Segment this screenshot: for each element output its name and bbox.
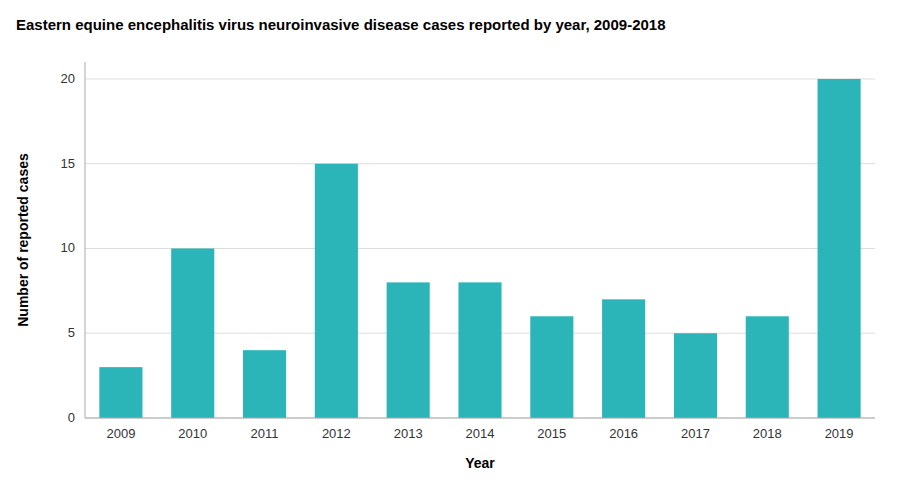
x-tick-label: 2011: [251, 426, 279, 441]
y-tick-label: 20: [61, 71, 75, 86]
x-tick-label: 2015: [537, 426, 566, 441]
x-tick-label: 2017: [681, 426, 710, 441]
grid-line: [85, 163, 875, 164]
bar: [818, 79, 861, 418]
x-tick-label: 2012: [322, 426, 351, 441]
bar: [171, 248, 214, 418]
y-tick-label: 15: [61, 156, 75, 171]
x-tick-label: 2016: [609, 426, 638, 441]
x-tick-label: 2019: [825, 426, 854, 441]
grid-line: [85, 78, 875, 79]
chart-container: Eastern equine encephalitis virus neuroi…: [0, 0, 900, 490]
x-tick-label: 2010: [178, 426, 207, 441]
bar: [746, 316, 789, 418]
bar: [530, 316, 573, 418]
chart-svg: Eastern equine encephalitis virus neuroi…: [0, 0, 900, 490]
background: [0, 0, 900, 490]
x-axis-line: [85, 418, 875, 419]
x-axis-label: Year: [465, 455, 495, 471]
y-tick-label: 5: [68, 325, 75, 340]
bar: [99, 367, 142, 418]
grid-line: [85, 418, 875, 419]
x-tick-label: 2018: [753, 426, 782, 441]
x-tick-label: 2009: [106, 426, 135, 441]
title: Eastern equine encephalitis virus neuroi…: [16, 16, 666, 33]
bar: [602, 299, 645, 418]
x-tick-label: 2013: [394, 426, 423, 441]
bar: [315, 164, 358, 418]
bar: [458, 282, 501, 418]
bars: [99, 79, 860, 418]
bar: [387, 282, 430, 418]
y-axis-label: Number of reported cases: [15, 153, 31, 327]
y-tick-label: 0: [68, 410, 75, 425]
grid: [85, 79, 875, 418]
y-axis-line: [85, 62, 86, 418]
y-tick-label: 10: [61, 240, 75, 255]
bar: [243, 350, 286, 418]
bar: [674, 333, 717, 418]
x-tick-label: 2014: [466, 426, 495, 441]
